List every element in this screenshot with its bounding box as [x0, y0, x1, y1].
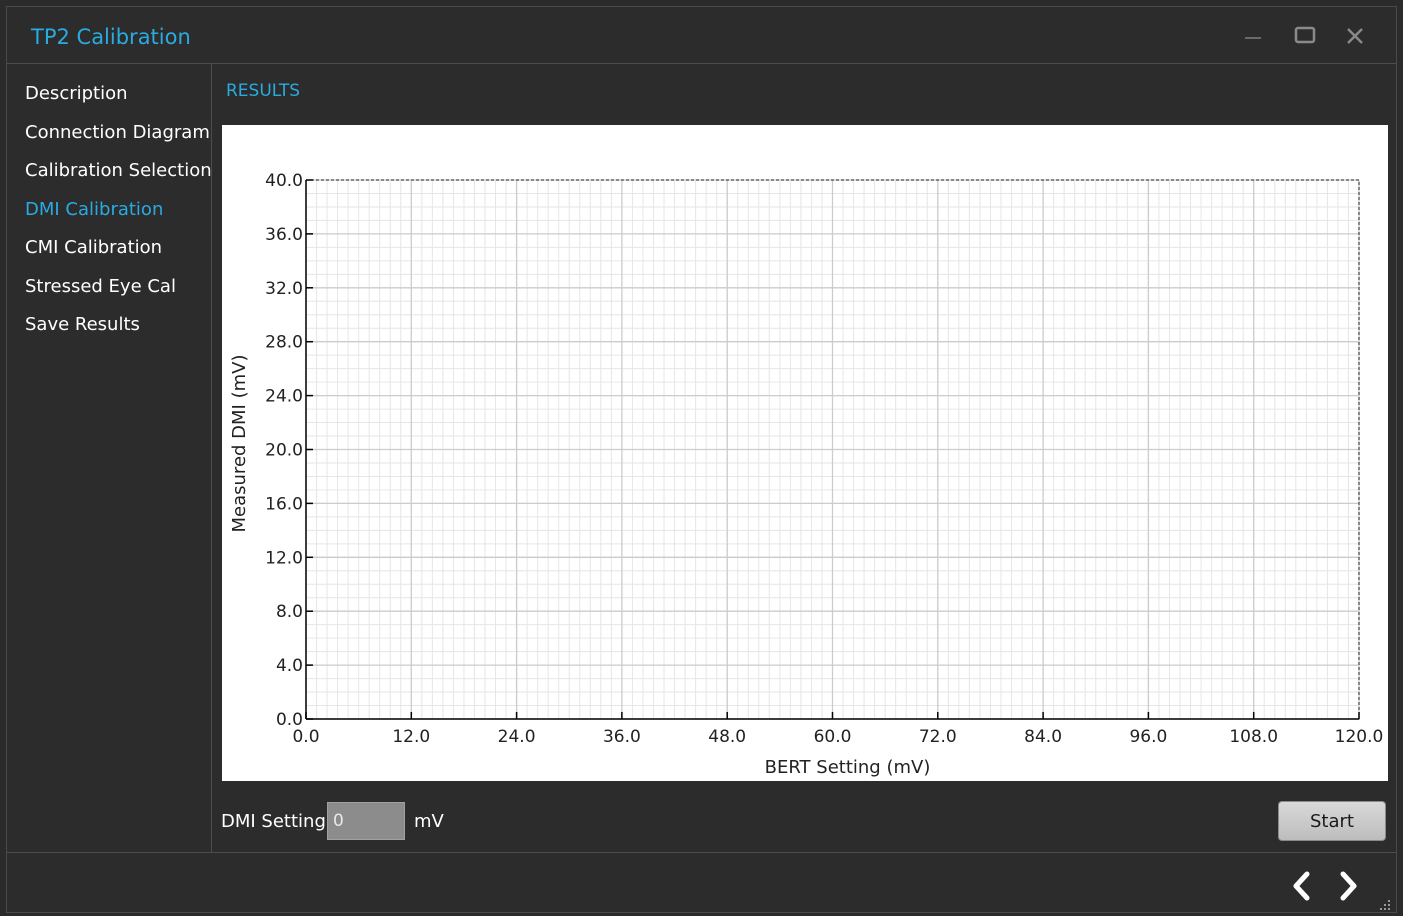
- sidebar-item-description[interactable]: Description: [25, 83, 128, 104]
- x-tick-label: 24.0: [498, 727, 536, 747]
- resize-grip-icon[interactable]: [1376, 896, 1392, 912]
- window-title: TP2 Calibration: [31, 25, 191, 49]
- chevron-right-icon[interactable]: [1335, 869, 1361, 903]
- y-tick-label: 40.0: [265, 171, 303, 191]
- x-tick-label: 48.0: [708, 727, 746, 747]
- x-tick-label: 108.0: [1229, 727, 1278, 747]
- sidebar-item-dmi-calibration[interactable]: DMI Calibration: [25, 199, 164, 220]
- x-axis-title: BERT Setting (mV): [765, 757, 931, 778]
- y-tick-label: 0.0: [276, 710, 303, 730]
- close-icon[interactable]: [1340, 21, 1370, 51]
- title-bar: TP2 Calibration: [7, 7, 1396, 64]
- y-tick-label: 12.0: [265, 548, 303, 568]
- sidebar-item-save-results[interactable]: Save Results: [25, 314, 140, 335]
- sidebar-item-calibration-selection[interactable]: Calibration Selection: [25, 160, 212, 181]
- plot-frame: [305, 179, 1360, 720]
- start-button[interactable]: Start: [1278, 801, 1386, 841]
- x-tick-label: 120.0: [1335, 727, 1384, 747]
- sidebar-item-cmi-calibration[interactable]: CMI Calibration: [25, 237, 163, 258]
- x-tick-label: 96.0: [1129, 727, 1167, 747]
- maximize-icon[interactable]: [1291, 21, 1321, 51]
- sidebar-item-stressed-eye-cal[interactable]: Stressed Eye Cal: [25, 276, 176, 297]
- chevron-left-icon[interactable]: [1289, 869, 1315, 903]
- x-tick-label: 36.0: [603, 727, 641, 747]
- results-chart: 0.0 12.0 24.0 36.0 48.0 60.0 72.0 84.0 96.0 108.0…: [222, 125, 1388, 781]
- x-tick-label: 60.0: [814, 727, 852, 747]
- y-tick-label: 32.0: [265, 279, 303, 299]
- dmi-setting-label: DMI Setting: [221, 811, 326, 832]
- chart-svg: 0.0 12.0 24.0 36.0 48.0 60.0 72.0 84.0 96.0 108.0…: [229, 171, 1384, 778]
- minimize-icon[interactable]: [1239, 21, 1269, 51]
- calibration-window: TP2 Calibration Description Connection D…: [6, 6, 1397, 913]
- y-tick-label: 20.0: [265, 441, 303, 461]
- y-tick-label: 36.0: [265, 225, 303, 245]
- sidebar-nav: Description Connection Diagram Calibrati…: [7, 64, 212, 852]
- y-tick-label: 16.0: [265, 494, 303, 514]
- footer-bar: [7, 852, 1396, 914]
- x-tick-label: 72.0: [919, 727, 957, 747]
- y-axis-title: Measured DMI (mV): [229, 355, 250, 533]
- y-tick-label: 8.0: [276, 602, 303, 622]
- x-tick-label: 0.0: [292, 727, 319, 747]
- y-tick-label: 24.0: [265, 387, 303, 407]
- y-tick-label: 28.0: [265, 333, 303, 353]
- y-tick-label: 4.0: [276, 656, 303, 676]
- dmi-unit-label: mV: [414, 811, 444, 832]
- x-tick-label: 12.0: [392, 727, 430, 747]
- sidebar-item-connection-diagram[interactable]: Connection Diagram: [25, 122, 210, 143]
- dmi-setting-input[interactable]: [327, 802, 405, 840]
- results-heading: RESULTS: [226, 81, 301, 101]
- main-panel: RESULTS 0.0 12.0 24.0 36.0 48.0 60.0 72.0 84.0 9…: [212, 64, 1396, 852]
- x-tick-label: 84.0: [1024, 727, 1062, 747]
